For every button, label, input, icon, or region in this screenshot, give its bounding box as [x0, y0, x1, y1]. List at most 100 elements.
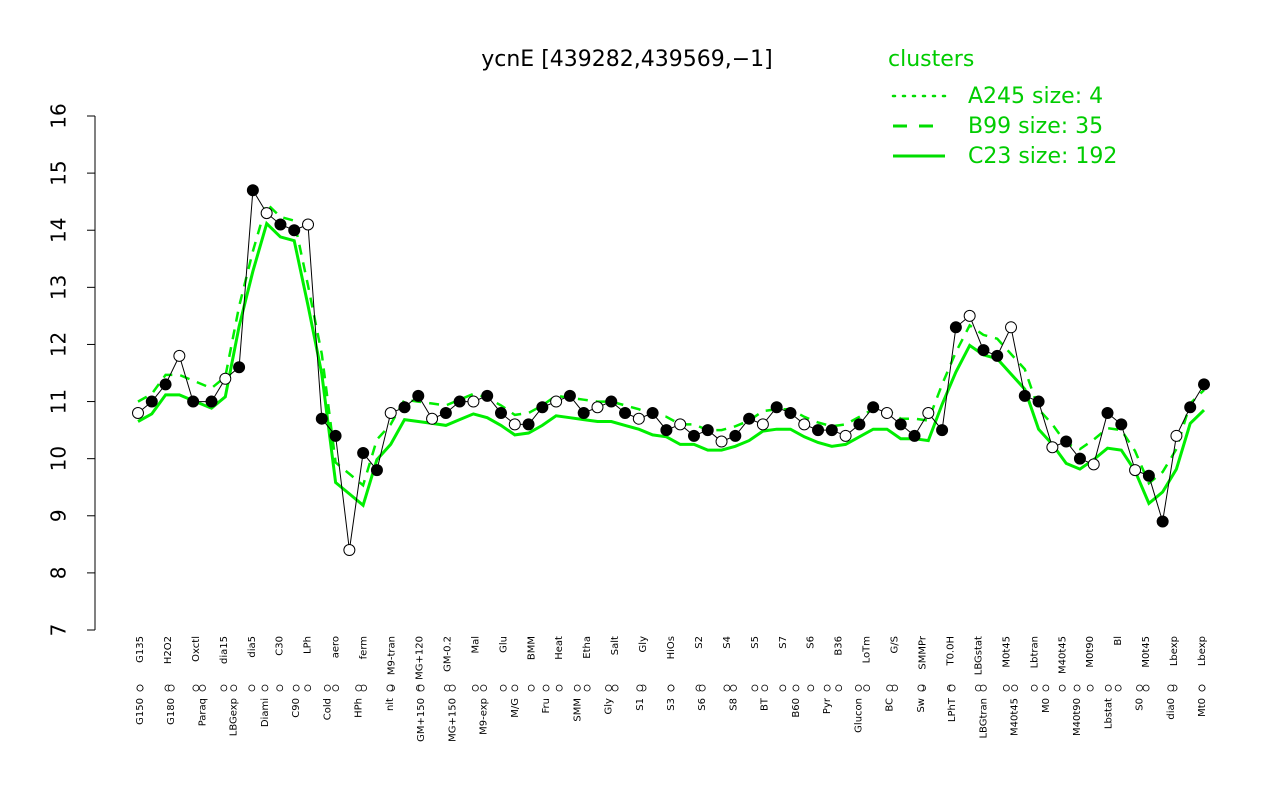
x-tick-marker: [823, 684, 831, 692]
data-point: [1156, 515, 1169, 528]
data-point: [132, 406, 144, 419]
data-point: [894, 418, 907, 431]
data-point: [481, 389, 494, 402]
x-tick-marker: [448, 684, 456, 692]
x-tick-label-top: Glu: [498, 636, 509, 653]
y-tick-label: 11: [47, 389, 71, 414]
data-point: [550, 395, 563, 408]
x-tick-marker: [730, 684, 737, 692]
data-point: [205, 395, 218, 408]
x-tick-marker: [792, 684, 800, 692]
data-point: [922, 406, 935, 419]
x-tick-label-bottom: LBGtran: [978, 698, 989, 739]
x-tick-marker: [276, 684, 284, 692]
y-axis: 7 8 9 10 11 12 13 14 15 16: [47, 103, 96, 636]
x-tick-label-top: M40t45: [1057, 636, 1068, 674]
x-tick-label-bottom: M40t45: [1010, 698, 1021, 736]
data-point: [936, 424, 949, 437]
data-point: [825, 424, 838, 437]
x-tick-marker: [248, 684, 256, 692]
x-tick-label-top: Oxctl: [191, 636, 202, 662]
data-point: [770, 401, 783, 414]
y-tick-label: 8: [47, 567, 71, 580]
data-point: [260, 207, 273, 220]
data-point: [1046, 441, 1059, 454]
x-tick-marker: [886, 684, 894, 692]
data-point: [853, 418, 866, 431]
data-point: [715, 435, 728, 448]
x-tick-label-top: S7: [778, 636, 789, 649]
x-tick-label-top: Gly: [638, 636, 649, 653]
x-tick-label-bottom: Cold: [322, 698, 333, 720]
x-tick-marker: [332, 684, 340, 692]
data-point: [288, 224, 301, 237]
x-tick-label-top: Lbtran: [1029, 636, 1040, 668]
x-tick-label-top: M0t45: [1001, 636, 1012, 668]
data-point: [274, 218, 287, 231]
x-tick-marker: [1011, 684, 1018, 692]
data-point: [494, 406, 507, 419]
data-point: [453, 395, 466, 408]
x-tick-marker: [948, 684, 956, 692]
x-tick-label-bottom: S8: [728, 698, 739, 711]
x-tick-marker: [471, 684, 479, 692]
x-tick-label-bottom: Lbstat: [1103, 698, 1114, 729]
data-point: [233, 361, 246, 374]
data-point: [577, 406, 590, 419]
y-tick-label: 16: [47, 103, 71, 128]
data-point: [219, 372, 232, 385]
x-tick-label-top: ferm: [359, 636, 370, 659]
x-tick-marker: [698, 684, 706, 692]
x-tick-marker: [636, 684, 644, 692]
x-tick-marker: [779, 684, 787, 692]
data-point: [839, 429, 852, 442]
data-point: [991, 349, 1004, 362]
x-tick-marker: [542, 684, 550, 692]
series-lines: [137, 188, 1206, 551]
x-tick-marker: [417, 684, 425, 692]
data-point: [977, 344, 990, 357]
data-point: [812, 424, 825, 437]
data-point: [591, 401, 604, 414]
x-tick-label-bottom: MG+150: [447, 698, 458, 742]
x-tick-marker: [355, 684, 363, 692]
x-tick-label-bottom: SMM: [572, 698, 583, 722]
series-points: [132, 184, 1210, 557]
x-tick-label-top: HiOs: [666, 636, 677, 659]
x-tick-label-bottom: M9-exp: [479, 698, 490, 735]
x-tick-label-top: B36: [834, 636, 845, 656]
data-point: [619, 406, 632, 419]
data-point: [867, 401, 880, 414]
data-point: [159, 378, 172, 391]
data-point: [467, 395, 480, 408]
x-tick-label-top: M0t45: [1141, 636, 1152, 668]
x-tick-marker: [167, 684, 175, 692]
data-point: [880, 406, 893, 419]
x-tick-marker: [499, 684, 507, 692]
data-point: [145, 395, 158, 408]
x-tick-marker: [835, 684, 843, 692]
x-tick-label-top: C30: [275, 636, 286, 656]
x-tick-label-bottom: M0: [1041, 698, 1052, 713]
data-point: [439, 406, 452, 419]
y-tick-label: 10: [47, 446, 71, 471]
data-point: [756, 418, 769, 431]
data-point: [329, 429, 342, 442]
x-tick-marker: [480, 684, 487, 692]
data-point: [660, 424, 673, 437]
data-point: [563, 389, 576, 402]
data-point: [315, 412, 328, 425]
data-point: [605, 395, 618, 408]
x-tick-marker: [261, 684, 269, 692]
data-point: [1184, 401, 1197, 414]
x-tick-label-top: M0t90: [1085, 636, 1096, 668]
x-tick-label-bottom: GM+150: [416, 698, 427, 742]
x-tick-marker: [1002, 684, 1010, 692]
x-tick-label-bottom: Paraq: [197, 698, 208, 726]
chart-title: ycnE [439282,439569,−1]: [481, 47, 773, 72]
x-tick-marker: [723, 684, 731, 692]
legend: clusters A245 size: 4 B99 size: 35 C23 s…: [888, 47, 1117, 169]
data-point: [173, 349, 186, 362]
x-tick-marker: [304, 684, 312, 692]
